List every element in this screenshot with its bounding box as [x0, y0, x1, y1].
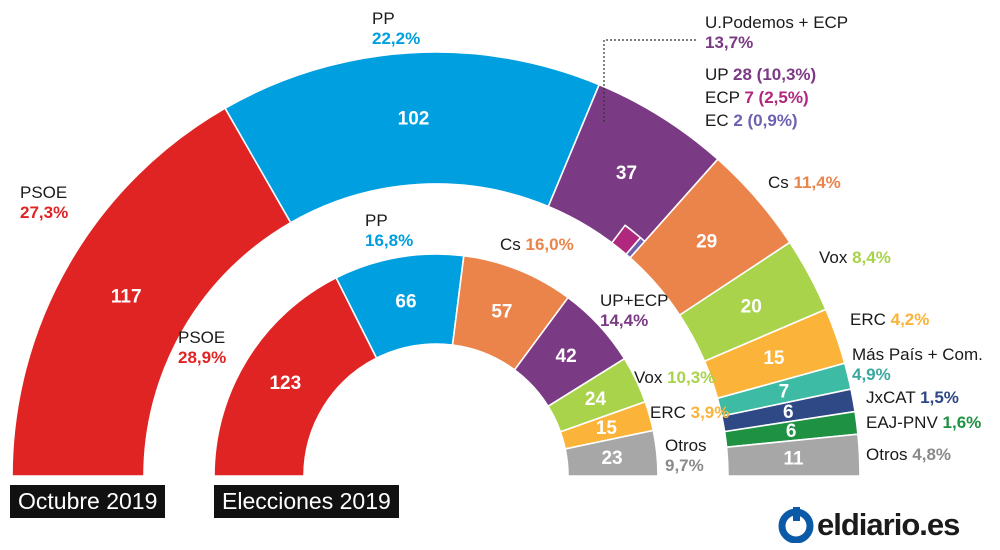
party-pct-outer-mas-pais: 4,9% — [852, 365, 891, 384]
seat-label-cs: 29 — [696, 232, 717, 253]
party-pct-inner-cs: 16,0% — [526, 235, 574, 254]
party-name-outer-eaj-pnv: EAJ-PNV — [866, 413, 943, 432]
party-label-inner-cs: Cs 16,0% — [500, 235, 574, 254]
outer-ring-title: Octubre 2019 — [10, 485, 166, 518]
seat-label-u-podemos-ecp: 37 — [616, 163, 637, 184]
sector-otros — [564, 429, 659, 477]
coalition-name-ec: EC — [705, 111, 733, 130]
eldiario-logo-icon — [778, 507, 814, 543]
party-label-outer-jxcat: JxCAT 1,5% — [866, 388, 959, 407]
party-name-inner-vox: Vox — [634, 368, 667, 387]
seat-label-up-ecp: 42 — [556, 346, 577, 367]
seat-label-m-s-pa-s-com: 7 — [779, 382, 790, 403]
seat-label-vox: 20 — [741, 296, 762, 317]
party-pct-outer-jxcat: 1,5% — [920, 388, 959, 407]
coalition-value-ecp: 7 (2,5%) — [744, 88, 808, 107]
party-name-outer-vox: Vox — [819, 248, 852, 267]
seat-label-cs: 57 — [491, 302, 512, 323]
annotations — [603, 39, 698, 122]
inner-ring-title: Elecciones 2019 — [214, 485, 399, 518]
party-name-inner-cs: Cs — [500, 235, 526, 254]
party-label-outer-cs: Cs 11,4% — [768, 173, 841, 192]
party-label-inner-erc: ERC 3,9% — [650, 403, 729, 422]
party-pct-inner-up-ecp: 14,4% — [600, 311, 648, 330]
party-pct-inner-erc: 3,9% — [691, 403, 730, 422]
party-label-outer-vox: Vox 8,4% — [819, 248, 891, 267]
party-label-outer-eaj-pnv: EAJ-PNV 1,6% — [866, 413, 981, 432]
sector-otros — [725, 433, 861, 477]
party-pct-outer-cs: 11,4% — [794, 173, 841, 192]
party-pct-inner-vox: 10,3% — [667, 368, 715, 387]
party-name-outer-erc: ERC — [850, 310, 891, 329]
brand-name: eldiario.es — [817, 507, 960, 542]
party-pct-inner-pp: 16,8% — [365, 231, 413, 250]
seat-label-jxcat: 6 — [783, 402, 794, 423]
party-pct-outer-vox: 8,4% — [852, 248, 891, 267]
brand-logo: eldiario.es — [778, 505, 960, 545]
party-label-inner-vox: Vox 10,3% — [634, 368, 715, 387]
party-pct-inner-psoe: 28,9% — [178, 348, 226, 367]
party-label-outer-otros: Otros 4,8% — [866, 445, 951, 464]
seat-label-psoe: 123 — [269, 373, 301, 394]
seat-label-pp: 102 — [398, 109, 430, 130]
seat-label-vox: 24 — [585, 389, 607, 410]
party-pct-inner-otros: 9,7% — [665, 456, 704, 475]
party-label-outer-erc: ERC 4,2% — [850, 310, 929, 329]
seat-label-erc: 15 — [596, 418, 618, 439]
coalition-leader-line — [603, 39, 698, 122]
party-pct-outer-otros: 4,8% — [912, 445, 951, 464]
coalition-item-ec: EC 2 (0,9%) — [705, 111, 798, 130]
party-name-inner-erc: ERC — [650, 403, 691, 422]
party-pct-outer-up-ecp: 13,7% — [705, 33, 753, 52]
party-pct-outer-erc: 4,2% — [891, 310, 930, 329]
party-name-inner-up-ecp: UP+ECP — [600, 291, 669, 310]
coalition-value-up: 28 (10,3%) — [733, 65, 816, 84]
seat-label-otros: 11 — [784, 448, 805, 469]
party-name-outer-cs: Cs — [768, 173, 794, 192]
party-name-inner-psoe: PSOE — [178, 328, 225, 347]
party-pct-outer-eaj-pnv: 1,6% — [943, 413, 982, 432]
seat-label-pp: 66 — [395, 292, 416, 313]
seat-label-eaj-pnv: 6 — [786, 421, 797, 442]
party-pct-outer-pp: 22,2% — [372, 29, 420, 48]
coalition-item-up: UP 28 (10,3%) — [705, 65, 816, 84]
coalition-name-ecp: ECP — [705, 88, 744, 107]
party-name-outer-psoe: PSOE — [20, 183, 67, 202]
seat-label-erc: 15 — [763, 348, 785, 369]
party-name-outer-up-ecp: U.Podemos + ECP — [705, 13, 848, 32]
party-name-outer-jxcat: JxCAT — [866, 388, 920, 407]
seat-label-otros: 23 — [601, 448, 622, 469]
coalition-value-ec: 2 (0,9%) — [733, 111, 797, 130]
party-name-inner-otros: Otros — [665, 436, 707, 455]
party-name-outer-pp: PP — [372, 9, 395, 28]
inner-ring-elecciones-2019: 123 66 57 42 24 15 23 — [213, 253, 659, 477]
seat-label-psoe: 117 — [111, 287, 142, 308]
coalition-name-up: UP — [705, 65, 733, 84]
party-name-outer-mas-pais: Más País + Com. — [852, 345, 983, 364]
party-name-inner-pp: PP — [365, 211, 388, 230]
coalition-item-ecp: ECP 7 (2,5%) — [705, 88, 809, 107]
party-name-outer-otros: Otros — [866, 445, 912, 464]
party-pct-outer-psoe: 27,3% — [20, 203, 68, 222]
sector-pp — [224, 51, 601, 224]
